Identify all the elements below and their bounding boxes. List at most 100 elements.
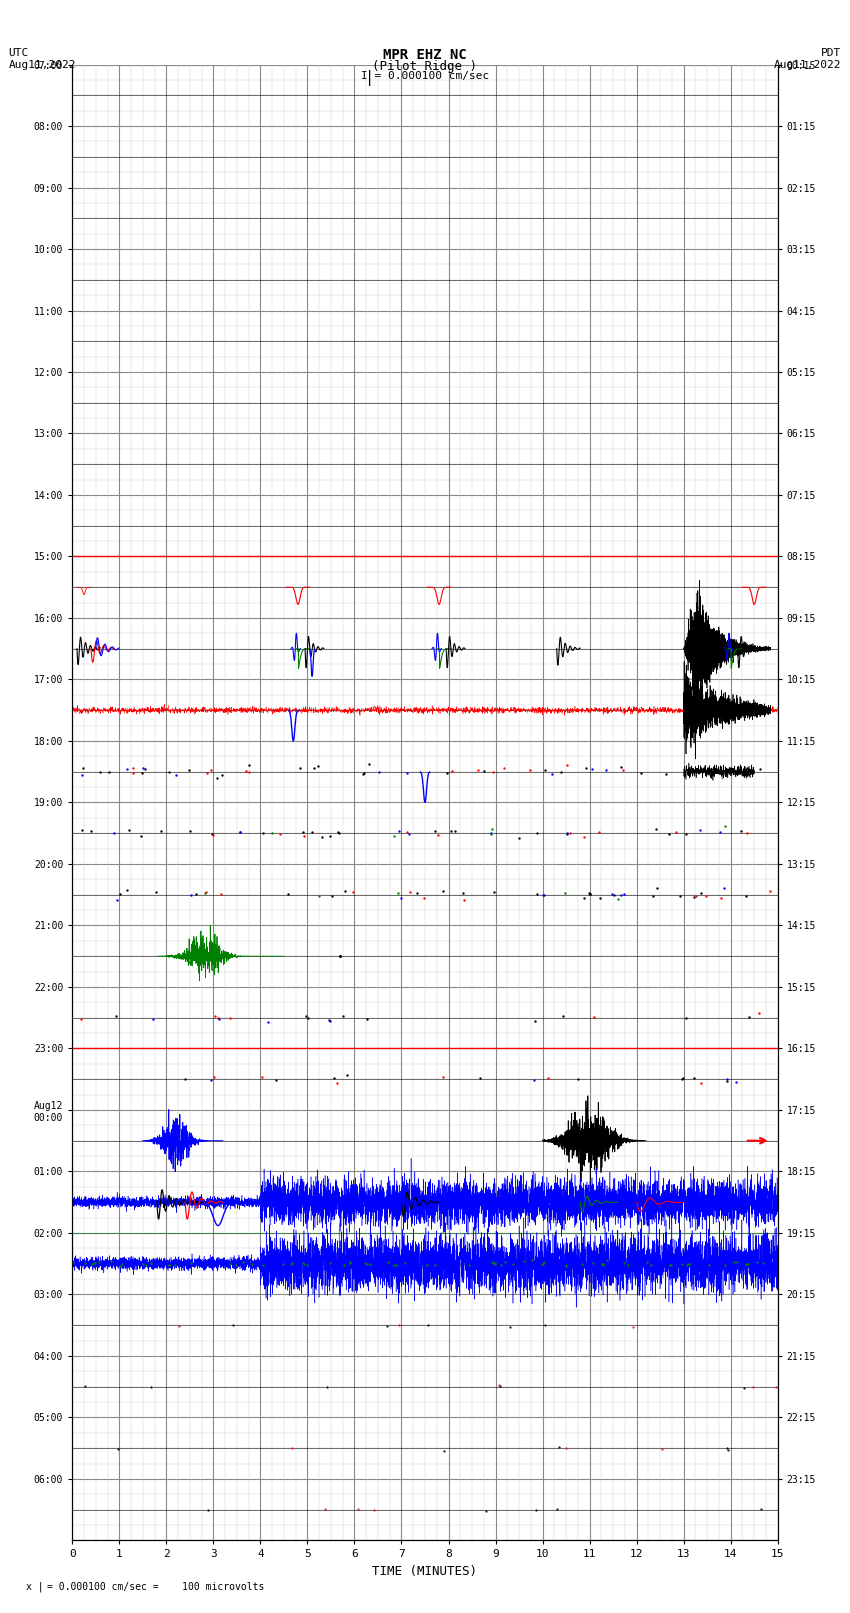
Point (126, 755, 139, 781)
Point (358, 1250, 371, 1276)
Point (234, 819, 247, 845)
Point (230, 1252, 243, 1277)
Point (134, 823, 148, 848)
Point (137, 755, 150, 781)
Point (227, 1311, 241, 1337)
Point (323, 1250, 337, 1276)
Point (298, 1250, 311, 1276)
Point (337, 1252, 351, 1277)
Point (108, 819, 122, 845)
Point (239, 758, 252, 784)
Point (754, 756, 768, 782)
Point (737, 1374, 751, 1400)
Text: x |: x | (26, 1581, 43, 1592)
Point (536, 1250, 550, 1276)
Text: I = 0.000100 cm/sec: I = 0.000100 cm/sec (361, 71, 489, 81)
Point (517, 1248, 530, 1274)
Point (739, 1250, 752, 1276)
Point (641, 1248, 654, 1274)
Point (682, 1252, 695, 1277)
Point (242, 760, 256, 786)
Point (204, 1068, 218, 1094)
Point (144, 1250, 158, 1276)
Point (285, 1250, 298, 1276)
Point (530, 881, 544, 907)
Point (360, 1007, 374, 1032)
Point (155, 818, 168, 844)
Point (85, 1252, 99, 1277)
Point (741, 760, 755, 786)
Point (693, 818, 706, 844)
Point (493, 1374, 507, 1400)
Point (730, 1250, 744, 1276)
Point (428, 1252, 441, 1277)
Point (224, 1250, 237, 1276)
Point (323, 1008, 337, 1034)
Point (721, 1436, 734, 1461)
Point (389, 1252, 403, 1277)
Point (211, 1005, 224, 1031)
Point (484, 819, 498, 845)
Point (269, 1068, 283, 1094)
Point (381, 1248, 394, 1274)
Point (617, 1250, 631, 1276)
Point (347, 879, 360, 905)
Point (560, 821, 574, 847)
Point (734, 818, 748, 844)
Point (742, 1252, 756, 1277)
Point (650, 876, 664, 902)
Point (498, 1248, 512, 1274)
Point (734, 760, 747, 786)
Point (103, 760, 116, 786)
Point (113, 881, 127, 907)
Point (449, 818, 462, 844)
Point (462, 1252, 475, 1277)
Point (577, 886, 591, 911)
Point (93, 1250, 106, 1276)
Point (299, 1003, 313, 1029)
Point (561, 821, 575, 847)
Point (696, 755, 710, 781)
Point (75, 816, 88, 842)
Point (679, 821, 693, 847)
Point (506, 1252, 519, 1277)
Point (488, 1250, 502, 1276)
Point (575, 1252, 589, 1277)
Point (162, 758, 176, 784)
Point (713, 760, 727, 786)
Point (599, 756, 613, 782)
Point (479, 1498, 493, 1524)
Point (352, 1497, 366, 1523)
Point (541, 1066, 555, 1092)
Point (276, 1252, 290, 1277)
Point (679, 1005, 693, 1031)
Point (371, 760, 385, 786)
Point (400, 760, 414, 786)
Point (529, 1497, 542, 1523)
Point (580, 755, 593, 781)
Point (207, 821, 220, 847)
Point (538, 1313, 552, 1339)
Point (762, 877, 776, 903)
Point (402, 821, 416, 847)
Point (571, 1066, 585, 1092)
Point (593, 886, 607, 911)
Point (280, 881, 294, 907)
Point (178, 1066, 191, 1092)
Point (536, 1252, 549, 1277)
Point (274, 821, 287, 847)
Point (664, 1252, 677, 1277)
Point (234, 819, 247, 845)
Point (169, 761, 183, 787)
Point (162, 1252, 176, 1277)
Point (600, 1247, 614, 1273)
Point (162, 1252, 176, 1277)
Point (332, 819, 345, 845)
Point (503, 1315, 517, 1340)
Point (486, 1250, 500, 1276)
Point (486, 760, 500, 786)
Point (200, 760, 213, 786)
Point (437, 1439, 451, 1465)
Point (139, 1252, 153, 1277)
Point (688, 884, 701, 910)
